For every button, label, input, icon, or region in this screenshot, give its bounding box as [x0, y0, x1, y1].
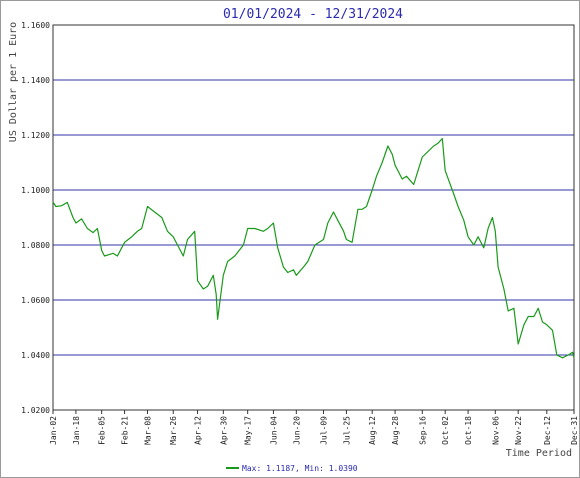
y-tick-label: 1.1600 [21, 21, 50, 30]
y-tick-label: 1.0800 [21, 241, 50, 250]
x-tick-label: Jan-02 [49, 416, 58, 445]
y-tick-label: 1.1000 [21, 186, 50, 195]
x-tick-label: Dec-31 [570, 416, 579, 445]
plot-border [52, 24, 575, 411]
x-tick-label: Jan-18 [72, 416, 81, 445]
x-tick-label: Sep-16 [418, 416, 427, 445]
y-tick-label: 1.1400 [21, 76, 50, 85]
x-tick-label: Feb-21 [121, 416, 130, 445]
x-tick-label: Aug-12 [368, 416, 377, 445]
x-tick-label: Mar-08 [143, 416, 152, 445]
x-tick-label: Jun-20 [292, 416, 301, 445]
x-tick-label: Nov-22 [514, 416, 523, 445]
series-line [52, 138, 575, 359]
plot-area: 1.0200 1.0400 1.0600 1.0800 1.1000 1.1200 1.14… [21, 21, 579, 445]
x-tick-label: Apr-30 [219, 416, 228, 445]
y-tick-label: 1.0400 [21, 351, 50, 360]
x-tick-label: Jul-09 [320, 416, 329, 445]
chart-title: 01/01/2024 - 12/31/2024 [223, 7, 403, 22]
x-tick-label: Oct-02 [441, 416, 450, 445]
y-tick-label: 1.1200 [21, 131, 50, 140]
x-tick-label: Apr-12 [194, 416, 203, 445]
y-tick-label: 1.0600 [21, 296, 50, 305]
x-tick-label: Dec-12 [543, 416, 552, 445]
x-tick-label: Nov-06 [491, 416, 500, 445]
plot-background [53, 25, 574, 410]
x-tick-label: May-17 [244, 416, 253, 445]
x-tick-label: Mar-26 [169, 416, 178, 445]
y-axis-label: US Dollar per 1 Euro [8, 22, 19, 142]
legend-text: Max: 1.1187, Min: 1.0390 [242, 464, 358, 473]
x-tick-label: Feb-05 [98, 416, 107, 445]
x-tick-label: Jul-25 [342, 416, 351, 445]
x-tick-label: Jun-04 [269, 416, 278, 445]
y-tick-label: 1.0200 [21, 406, 50, 415]
x-axis-label: Time Period [506, 448, 572, 459]
x-tick-label: Aug-28 [391, 416, 400, 445]
x-tick-label: Oct-18 [464, 416, 473, 445]
legend: Max: 1.1187, Min: 1.0390 [226, 464, 358, 473]
